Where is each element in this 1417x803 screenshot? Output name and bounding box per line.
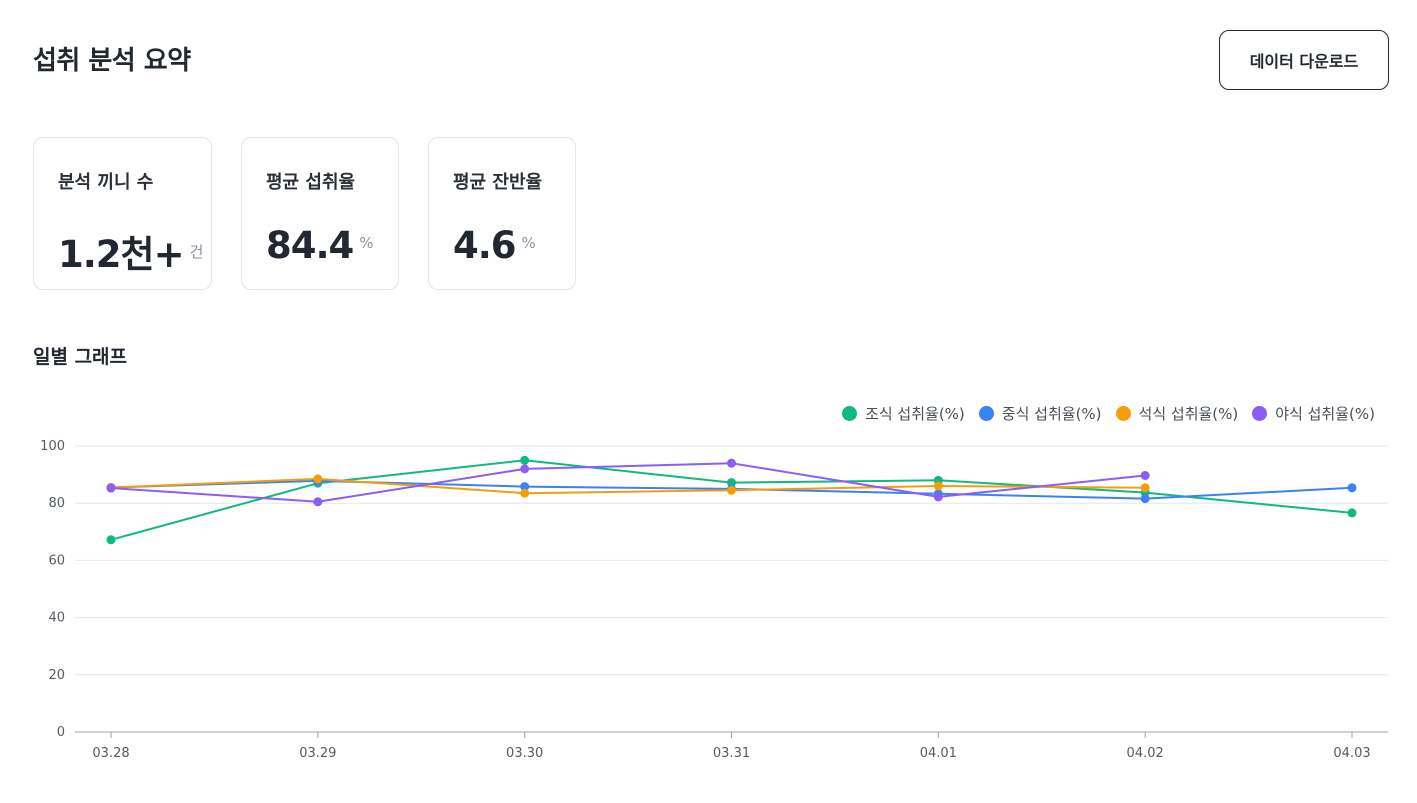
- legend-item-lunch[interactable]: 중식 섭취율(%): [978, 403, 1102, 424]
- legend-dot-icon: [978, 406, 994, 421]
- data-point[interactable]: [933, 481, 943, 491]
- data-point[interactable]: [1347, 483, 1357, 493]
- legend-label: 야식 섭취율(%): [1275, 405, 1375, 423]
- page-title: 섭취 분석 요약: [33, 46, 191, 76]
- stat-label: 평균 섭취율: [266, 172, 356, 193]
- legend-label: 조식 섭취율(%): [865, 405, 965, 423]
- x-tick-label: 03.29: [299, 746, 336, 761]
- x-tick-label: 03.31: [713, 746, 750, 761]
- legend-dot-icon: [842, 406, 858, 421]
- data-point[interactable]: [520, 455, 530, 465]
- y-tick-label: 20: [48, 668, 65, 683]
- y-tick-label: 60: [48, 553, 65, 568]
- data-point[interactable]: [933, 492, 943, 502]
- daily-line-chart: 0 20 40 60 80 100 03.28 03.29 03.30 03.31 04.01 04.…: [40, 439, 1388, 761]
- stat-label: 평균 잔반율: [453, 172, 543, 193]
- x-tick-label: 04.02: [1127, 746, 1164, 761]
- stat-unit: 건: [189, 243, 204, 261]
- data-point[interactable]: [520, 464, 530, 474]
- stat-value: 84.4: [266, 224, 354, 267]
- stat-card-meal-count: 분석 끼니 수 1.2천+ 건: [33, 137, 212, 290]
- data-point[interactable]: [520, 482, 530, 492]
- data-point[interactable]: [106, 535, 116, 545]
- stat-card-avg-leftover: 평균 잔반율 4.6%: [428, 137, 576, 290]
- legend-dot-icon: [1252, 406, 1268, 421]
- legend-item-late-night[interactable]: 야식 섭취율(%): [1252, 403, 1375, 424]
- x-tick-label: 03.30: [506, 746, 543, 761]
- data-point[interactable]: [1140, 483, 1150, 493]
- legend-item-breakfast[interactable]: 조식 섭취율(%): [842, 403, 965, 424]
- x-tick-label: 04.03: [1333, 746, 1370, 761]
- data-point[interactable]: [1347, 508, 1357, 518]
- series-line-2: [110, 477, 1146, 495]
- data-point[interactable]: [520, 488, 530, 498]
- legend-item-dinner[interactable]: 석식 섭취율(%): [1115, 403, 1239, 424]
- section-title: 일별 그래프: [33, 346, 128, 368]
- data-point[interactable]: [1140, 470, 1150, 480]
- y-tick-label: 40: [48, 611, 65, 626]
- data-point[interactable]: [727, 485, 736, 495]
- stat-card-avg-intake: 평균 섭취율 84.4%: [241, 137, 399, 290]
- stat-value-row: 1.2천+ 건: [58, 224, 203, 278]
- stat-value-row: 4.6%: [453, 224, 536, 267]
- data-point[interactable]: [106, 483, 116, 493]
- series-line-3: [110, 462, 1146, 503]
- x-tick-label: 03.28: [92, 746, 129, 761]
- stat-unit: %: [521, 234, 536, 252]
- data-point[interactable]: [727, 478, 736, 488]
- data-point[interactable]: [1140, 494, 1150, 504]
- legend-dot-icon: [1115, 406, 1131, 421]
- data-point[interactable]: [313, 474, 323, 484]
- stat-unit: %: [359, 234, 374, 252]
- y-tick-label: 100: [40, 439, 65, 454]
- data-download-button[interactable]: 데이터 다운로드: [1219, 30, 1389, 90]
- legend-label: 중식 섭취율(%): [1001, 405, 1102, 423]
- data-point[interactable]: [313, 497, 323, 507]
- x-tick-label: 04.01: [920, 746, 957, 761]
- legend-label: 석식 섭취율(%): [1138, 405, 1239, 423]
- stat-value-row: 84.4%: [266, 224, 374, 267]
- chart-legend: 조식 섭취율(%) 중식 섭취율(%) 석식 섭취율(%) 야식 섭취율(%): [842, 403, 1375, 424]
- y-tick-label: 0: [57, 725, 65, 740]
- stat-value: 1.2천+: [58, 233, 185, 276]
- stat-label: 분석 끼니 수: [58, 172, 154, 193]
- data-point[interactable]: [727, 458, 736, 468]
- y-tick-label: 80: [48, 496, 65, 511]
- stat-value: 4.6: [453, 224, 517, 267]
